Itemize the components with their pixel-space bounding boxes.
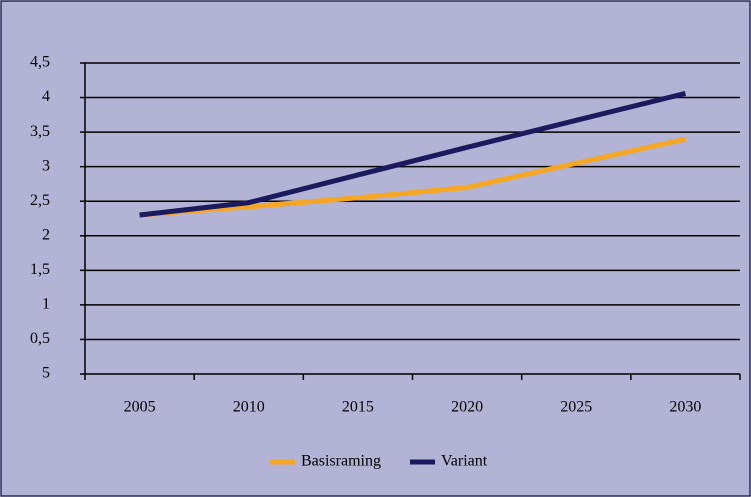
- legend-label: Variant: [441, 453, 488, 470]
- line-series: [139, 136, 686, 218]
- y-tick-label: 2,5: [30, 192, 50, 209]
- y-tick-label: 3: [42, 157, 50, 174]
- legend-label: Basisraming: [301, 453, 381, 470]
- y-tick-label: 3,5: [30, 123, 50, 140]
- y-tick-label: 1: [42, 296, 50, 313]
- y-tick-label: 5: [42, 365, 50, 382]
- x-tick-label: 2025: [560, 399, 592, 416]
- x-tick-label: 2015: [342, 399, 374, 416]
- y-tick-label: 1,5: [30, 261, 50, 278]
- x-tick-label: 2030: [669, 399, 701, 416]
- x-tick-label: 2010: [233, 399, 265, 416]
- y-tick-label: 4,5: [30, 54, 50, 71]
- y-tick-label: 0,5: [30, 330, 50, 347]
- y-tick-label: 2: [42, 226, 50, 243]
- x-tick-label: 2005: [124, 399, 156, 416]
- line-series: [139, 90, 687, 218]
- y-tick-label: 4: [42, 88, 50, 105]
- x-tick-label: 2020: [451, 399, 483, 416]
